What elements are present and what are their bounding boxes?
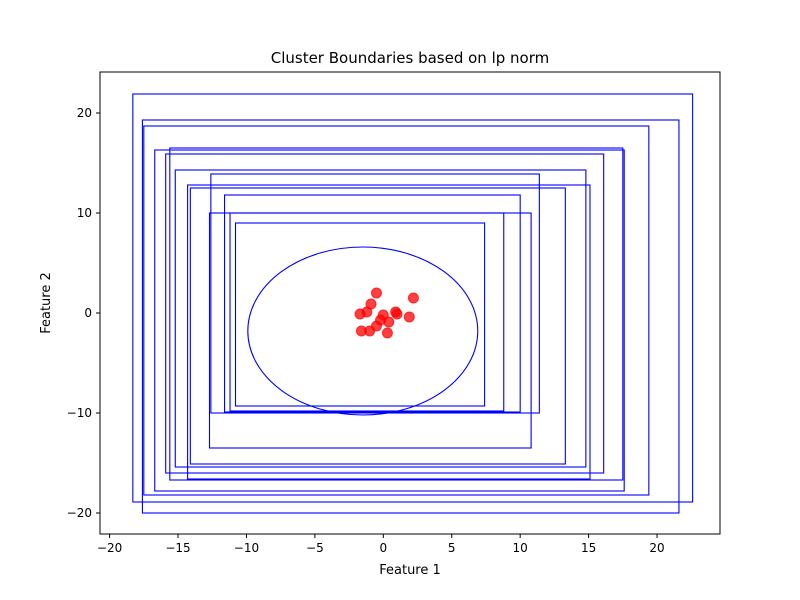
y-tick-label: 20: [77, 106, 92, 120]
cluster-boundaries: [132, 93, 694, 514]
boundary-rect-1: [132, 93, 694, 503]
x-tick-label: 0: [379, 541, 387, 555]
boundary-rect-8: [187, 184, 591, 480]
x-tick-label: −15: [165, 541, 190, 555]
chart-title: Cluster Boundaries based on lp norm: [271, 49, 550, 67]
data-point-11: [383, 316, 395, 328]
x-tick-label: 10: [513, 541, 528, 555]
boundary-rect-2: [141, 119, 680, 514]
boundary-rect-11: [223, 194, 521, 413]
x-tick-label: −5: [306, 541, 324, 555]
y-axis-label: Feature 2: [39, 272, 54, 334]
boundary-ellipse-1: [247, 246, 479, 416]
boundary-rect-5: [169, 147, 624, 481]
x-tick-label: 5: [448, 541, 456, 555]
x-axis-ticks: −20 −15 −10 −5 0 5 10 15 20: [97, 534, 665, 555]
x-axis-label: Feature 1: [379, 563, 441, 578]
y-tick-label: −10: [67, 406, 92, 420]
y-axis-ticks: −20 −10 0 10 20: [67, 106, 100, 520]
boundary-rect-3: [143, 125, 650, 496]
data-point-7: [391, 308, 403, 320]
boundary-rect-7: [174, 169, 587, 468]
boundary-rect-10: [210, 173, 540, 414]
x-tick-label: −10: [234, 541, 259, 555]
y-tick-label: 0: [84, 306, 92, 320]
data-point-9: [403, 311, 415, 323]
data-point-14: [364, 325, 376, 337]
x-tick-label: 15: [581, 541, 596, 555]
boundary-rect-9: [189, 187, 566, 465]
data-point-15: [381, 327, 393, 339]
x-tick-label: −20: [97, 541, 122, 555]
y-tick-label: 10: [77, 206, 92, 220]
data-points: [354, 287, 419, 339]
data-point-8: [407, 292, 419, 304]
boundary-rect-4: [154, 149, 625, 492]
boundary-rect-13: [229, 212, 505, 412]
y-tick-label: −20: [67, 506, 92, 520]
data-point-4: [361, 306, 373, 318]
boundary-rect-14: [234, 222, 486, 407]
x-tick-label: 20: [649, 541, 664, 555]
plot-frame: [99, 71, 721, 535]
boundary-rect-6: [165, 153, 605, 474]
data-point-1: [370, 287, 382, 299]
